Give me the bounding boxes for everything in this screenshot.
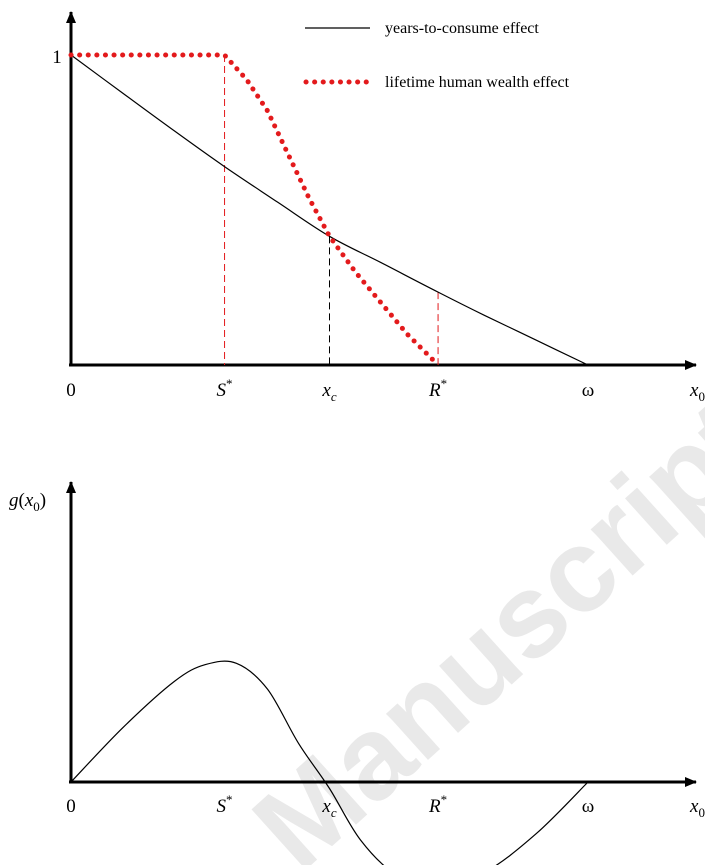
top-x-tick-2: xc: [321, 380, 336, 404]
top-x-tick-labels: 0 S* xc R* ω x0: [66, 376, 705, 404]
legend-entry-lifetime-human-wealth: lifetime human wealth effect: [385, 74, 570, 91]
bottom-series: [70, 660, 589, 865]
bottom-x-tick-4: ω: [582, 796, 595, 817]
top-series: [68, 52, 589, 368]
top-series-line-0: [70, 54, 589, 366]
top-series-line-1: [68, 52, 441, 368]
bottom-y-axis-label: g(x0): [9, 490, 46, 514]
top-y-tick-one: 1: [52, 47, 62, 68]
bottom-x-tick-5: x0: [689, 796, 705, 820]
bottom-x-tick-0: 0: [66, 796, 76, 817]
top-guides: [224, 55, 439, 365]
bottom-x-tick-1: S*: [217, 792, 233, 817]
bottom-x-tick-2: xc: [321, 796, 336, 820]
top-x-tick-1: S*: [217, 376, 233, 401]
top-chart: 1 0 S* xc R* ω x0 years-to-consume effect lif…: [52, 11, 705, 404]
top-x-tick-4: ω: [582, 380, 595, 401]
legend-entry-years-to-consume: years-to-consume effect: [385, 20, 539, 37]
bottom-chart: g(x0) 0 S* xc R* ω x0: [9, 481, 705, 865]
watermark: Manuscript: [229, 375, 705, 865]
top-x-tick-3: R*: [428, 376, 447, 401]
bottom-x-tick-labels: 0 S* xc R* ω x0: [66, 792, 705, 820]
top-x-tick-0: 0: [66, 380, 76, 401]
bottom-x-tick-3: R*: [428, 792, 447, 817]
legend: years-to-consume effect lifetime human w…: [303, 20, 570, 91]
bottom-series-line-0: [70, 660, 589, 865]
top-x-tick-5: x0: [689, 380, 705, 404]
